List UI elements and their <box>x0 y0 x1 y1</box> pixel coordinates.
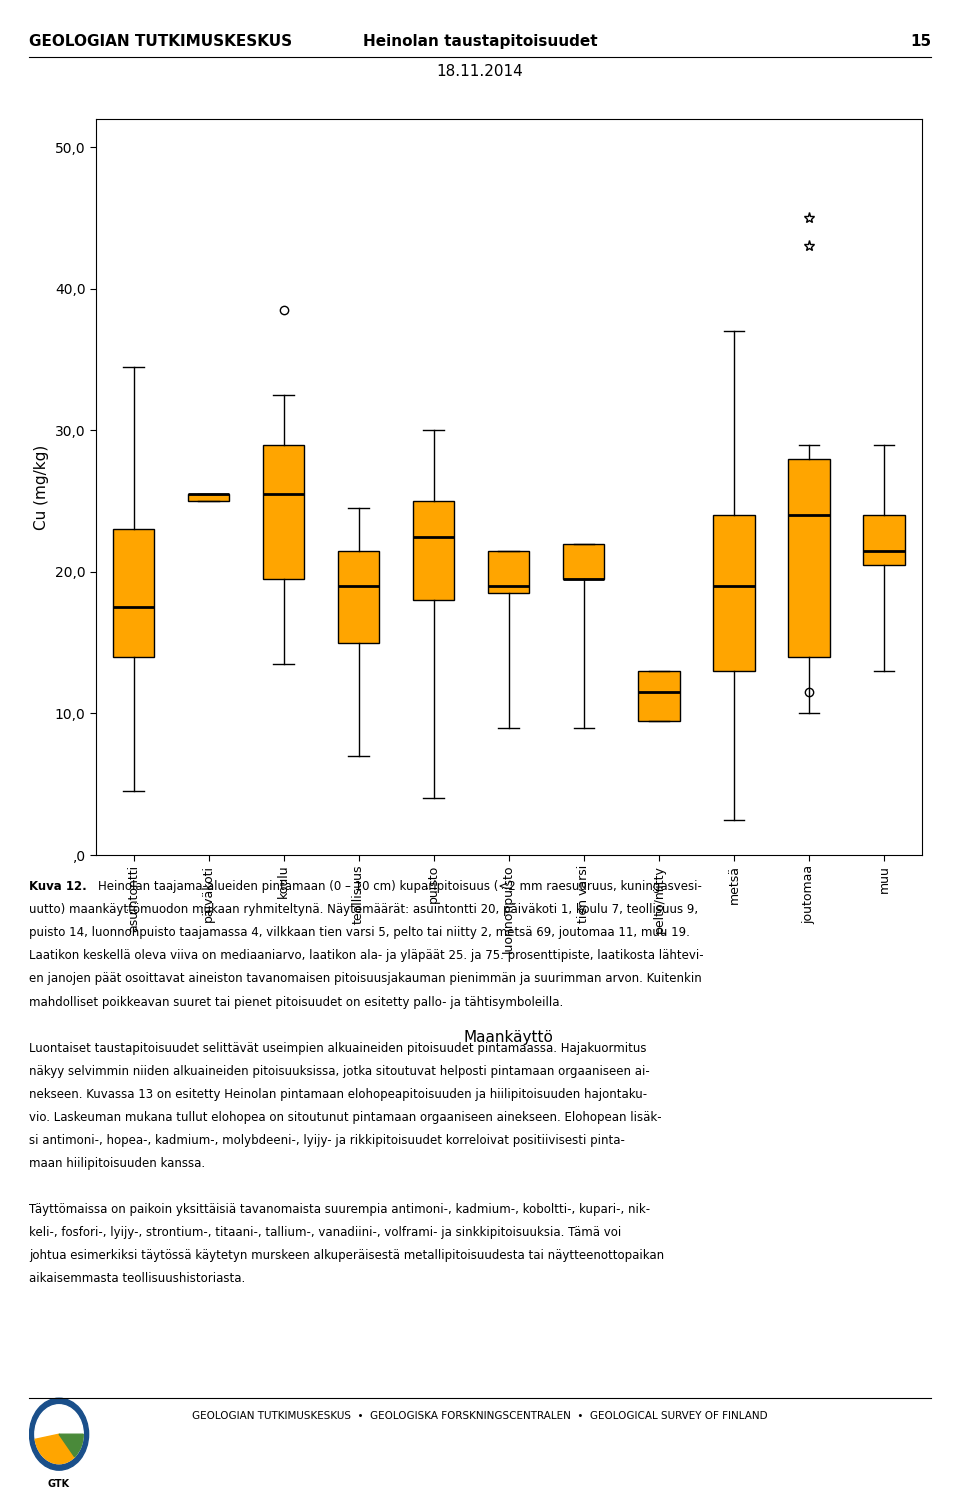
Text: Heinolan taajama-alueiden pintamaan (0 – 10 cm) kuparipitoisuus (<2 mm raesuuruu: Heinolan taajama-alueiden pintamaan (0 –… <box>98 880 702 894</box>
Text: näkyy selvimmin niiden alkuaineiden pitoisuuksissa, jotka sitoutuvat helposti pi: näkyy selvimmin niiden alkuaineiden pito… <box>29 1065 650 1078</box>
Text: Täyttömaissa on paikoin yksittäisiä tavanomaista suurempia antimoni-, kadmium-, : Täyttömaissa on paikoin yksittäisiä tava… <box>29 1203 650 1216</box>
Text: GEOLOGIAN TUTKIMUSKESKUS: GEOLOGIAN TUTKIMUSKESKUS <box>29 34 292 49</box>
Text: en janojen päät osoittavat aineiston tavanomaisen pitoisuusjakauman pienimmän ja: en janojen päät osoittavat aineiston tav… <box>29 972 702 986</box>
Text: si antimoni-, hopea-, kadmium-, molybdeeni-, lyijy- ja rikkipitoisuudet korreloi: si antimoni-, hopea-, kadmium-, molybdee… <box>29 1135 625 1146</box>
Text: Kuva 12.: Kuva 12. <box>29 880 86 894</box>
PathPatch shape <box>113 529 155 657</box>
Text: vio. Laskeuman mukana tullut elohopea on sitoutunut pintamaan orgaaniseen aineks: vio. Laskeuman mukana tullut elohopea on… <box>29 1111 661 1124</box>
PathPatch shape <box>188 494 229 501</box>
Text: puisto 14, luonnonpuisto taajamassa 4, vilkkaan tien varsi 5, pelto tai niitty 2: puisto 14, luonnonpuisto taajamassa 4, v… <box>29 926 689 940</box>
PathPatch shape <box>263 445 304 578</box>
PathPatch shape <box>564 544 605 578</box>
Wedge shape <box>36 1433 75 1463</box>
Wedge shape <box>60 1433 84 1457</box>
Text: maan hiilipitoisuuden kanssa.: maan hiilipitoisuuden kanssa. <box>29 1157 204 1170</box>
X-axis label: Maankäyttö: Maankäyttö <box>464 1029 554 1045</box>
Text: GEOLOGIAN TUTKIMUSKESKUS  •  GEOLOGISKA FORSKNINGSCENTRALEN  •  GEOLOGICAL SURVE: GEOLOGIAN TUTKIMUSKESKUS • GEOLOGISKA FO… <box>192 1411 768 1420</box>
Text: aikaisemmasta teollisuushistoriasta.: aikaisemmasta teollisuushistoriasta. <box>29 1273 245 1285</box>
PathPatch shape <box>863 516 904 565</box>
Text: GTK: GTK <box>48 1480 70 1487</box>
PathPatch shape <box>713 516 755 671</box>
Text: keli-, fosfori-, lyijy-, strontium-, titaani-, tallium-, vanadiini-, volframi- j: keli-, fosfori-, lyijy-, strontium-, tit… <box>29 1225 621 1239</box>
Text: mahdolliset poikkeavan suuret tai pienet pitoisuudet on esitetty pallo- ja tähti: mahdolliset poikkeavan suuret tai pienet… <box>29 996 564 1008</box>
Text: Heinolan taustapitoisuudet: Heinolan taustapitoisuudet <box>363 34 597 49</box>
PathPatch shape <box>488 550 529 593</box>
Text: Luontaiset taustapitoisuudet selittävät useimpien alkuaineiden pitoisuudet pinta: Luontaiset taustapitoisuudet selittävät … <box>29 1041 646 1054</box>
Y-axis label: Cu (mg/kg): Cu (mg/kg) <box>35 445 49 529</box>
Text: Laatikon keskellä oleva viiva on mediaaniarvo, laatikon ala- ja yläpäät 25. ja 7: Laatikon keskellä oleva viiva on mediaan… <box>29 950 704 962</box>
Text: 18.11.2014: 18.11.2014 <box>437 64 523 79</box>
Circle shape <box>30 1398 88 1471</box>
PathPatch shape <box>788 458 829 657</box>
Text: 15: 15 <box>910 34 931 49</box>
Text: johtua esimerkiksi täytössä käytetyn murskeen alkuperäisestä metallipitoisuudest: johtua esimerkiksi täytössä käytetyn mur… <box>29 1249 664 1262</box>
PathPatch shape <box>338 550 379 642</box>
PathPatch shape <box>413 501 454 601</box>
PathPatch shape <box>638 671 680 721</box>
Text: nekseen. Kuvassa 13 on esitetty Heinolan pintamaan elohopeapitoisuuden ja hiilip: nekseen. Kuvassa 13 on esitetty Heinolan… <box>29 1088 647 1100</box>
Text: uutto) maankäyttömuodon mukaan ryhmiteltynä. Näytemäärät: asuintontti 20, päiväk: uutto) maankäyttömuodon mukaan ryhmitelt… <box>29 904 698 916</box>
Circle shape <box>35 1405 84 1463</box>
